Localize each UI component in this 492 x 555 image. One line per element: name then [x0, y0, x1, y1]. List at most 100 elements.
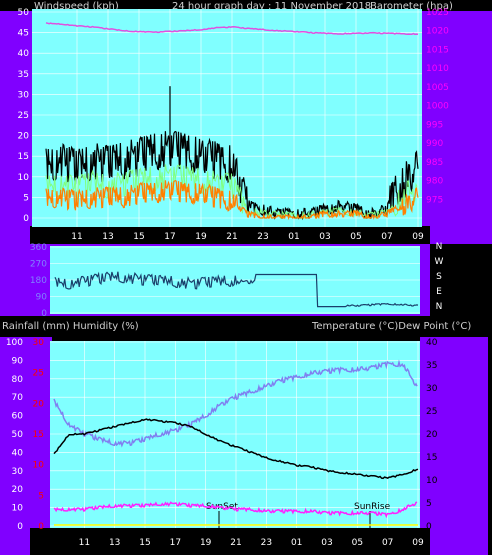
rainfall-tick: 25 — [33, 369, 44, 379]
humidity-tick: 60 — [12, 412, 24, 422]
temp-gridlines — [50, 341, 420, 528]
temperature-tick: 0 — [426, 522, 432, 532]
time-tick: 19 — [200, 538, 212, 548]
time-tick: 03 — [319, 232, 330, 242]
bottom-left-frame — [0, 337, 52, 555]
rainfall-tick: 30 — [33, 338, 45, 348]
top-left-frame — [0, 11, 32, 244]
direction-tick: 90 — [36, 293, 48, 303]
temperature-tick: 40 — [426, 338, 438, 348]
barometer-tick: 1015 — [426, 45, 449, 55]
temperature-tick: 20 — [426, 430, 438, 440]
windspeed-tick: 5 — [23, 193, 29, 203]
direction-degree-axis: 360 270 180 90 0 — [30, 243, 47, 319]
barometer-tick: 975 — [426, 195, 443, 205]
time-tick: 17 — [170, 538, 181, 548]
compass-label: N — [436, 242, 443, 252]
temp-dewpoint-label: Temperature (°C)Dew Point (°C) — [312, 321, 472, 332]
barometer-line — [45, 22, 419, 36]
humidity-tick: 70 — [12, 393, 24, 403]
time-tick: 01 — [291, 538, 302, 548]
windspeed-tick: 0 — [23, 214, 29, 224]
barometer-tick: 1005 — [426, 83, 449, 93]
time-tick: 11 — [71, 232, 82, 242]
windspeed-tick: 35 — [18, 70, 29, 80]
barometer-axis: 975 980 985 990 995 1000 1005 1010 1015 1020 1025 — [426, 8, 449, 205]
direction-tick: 270 — [30, 260, 47, 270]
temperature-tick: 5 — [426, 499, 432, 509]
humidity-axis: 0 10 20 30 40 50 60 70 80 90 100 — [6, 338, 23, 532]
compass-label: N — [436, 302, 443, 312]
windspeed-tick: 45 — [18, 29, 29, 39]
humidity-tick: 10 — [12, 504, 24, 514]
top-right-frame — [422, 11, 492, 244]
barometer-label: Barometer (hpa) — [370, 1, 453, 12]
humidity-tick: 40 — [12, 448, 24, 458]
time-tick: 13 — [102, 232, 113, 242]
rainfall-tick: 10 — [33, 461, 45, 471]
humidity-tick: 20 — [12, 485, 24, 495]
rainfall-tick: 0 — [38, 522, 44, 532]
time-tick: 07 — [382, 538, 393, 548]
barometer-tick: 985 — [426, 158, 443, 168]
barometer-tick: 995 — [426, 120, 443, 130]
rainfall-tick: 5 — [38, 491, 44, 501]
humidity-tick: 0 — [17, 522, 23, 532]
rain-humidity-label: Rainfall (mm) Humidity (%) — [2, 321, 139, 332]
time-tick: 05 — [350, 232, 361, 242]
humidity-tick: 80 — [12, 375, 24, 385]
time-tick: 17 — [164, 232, 175, 242]
windspeed-tick: 50 — [18, 8, 30, 18]
temperature-axis: 0 5 10 15 20 25 30 35 40 — [426, 338, 438, 532]
temperature-tick: 35 — [426, 361, 437, 371]
top-xaxis-band — [30, 226, 430, 244]
direction-tick: 180 — [30, 276, 47, 286]
barometer-tick: 1020 — [426, 27, 449, 37]
barometer-tick: 990 — [426, 139, 443, 149]
temperature-tick: 10 — [426, 476, 438, 486]
barometer-tick: 1000 — [426, 102, 449, 112]
time-tick: 13 — [109, 538, 120, 548]
windspeed-tick: 25 — [18, 111, 29, 121]
windspeed-tick: 20 — [18, 132, 30, 142]
humidity-tick: 100 — [6, 338, 23, 348]
time-tick: 09 — [412, 232, 424, 242]
wind-green-line — [45, 164, 418, 220]
time-tick: 15 — [139, 538, 150, 548]
bottom-xaxis-band — [30, 528, 430, 555]
bottom-time-axis: 11 13 15 17 19 21 23 01 03 05 07 09 — [79, 538, 424, 548]
graph-title: 24 hour graph day : 11 November 2018 — [172, 1, 372, 12]
time-tick: 05 — [352, 538, 363, 548]
humidity-tick: 30 — [12, 467, 24, 477]
time-tick: 07 — [381, 232, 392, 242]
windspeed-tick: 40 — [18, 49, 30, 59]
windspeed-tick: 30 — [18, 90, 30, 100]
time-tick: 03 — [321, 538, 332, 548]
temperature-tick: 25 — [426, 407, 437, 417]
barometer-tick: 1010 — [426, 64, 449, 74]
rainfall-tick: 15 — [33, 430, 44, 440]
temperature-line — [53, 418, 419, 480]
barometer-tick: 1025 — [426, 8, 449, 18]
time-tick: 23 — [257, 232, 268, 242]
windspeed-label: Windspeed (kph) — [34, 1, 119, 12]
temperature-tick: 15 — [426, 453, 437, 463]
dewpoint-line — [53, 501, 418, 519]
windspeed-tick: 15 — [18, 152, 29, 162]
humidity-tick: 90 — [12, 356, 24, 366]
compass-label: E — [436, 287, 442, 297]
time-tick: 15 — [133, 232, 144, 242]
time-tick: 11 — [79, 538, 90, 548]
bottom-right-frame — [420, 337, 488, 555]
humidity-tick: 50 — [12, 430, 24, 440]
humidity-line — [53, 359, 418, 448]
barometer-tick: 980 — [426, 177, 443, 187]
windspeed-axis: 0 5 10 15 20 25 30 35 40 45 50 — [18, 8, 30, 224]
time-tick: 19 — [195, 232, 207, 242]
temp-plot-area — [50, 341, 420, 528]
temperature-tick: 30 — [426, 384, 438, 394]
wind-direction-line — [54, 271, 419, 308]
